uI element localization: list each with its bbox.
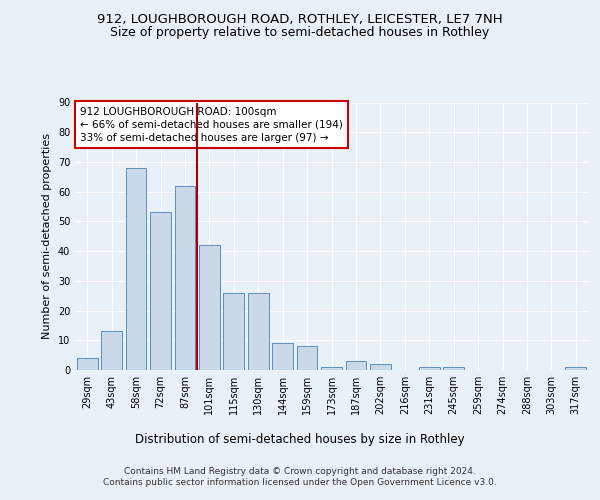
Y-axis label: Number of semi-detached properties: Number of semi-detached properties bbox=[42, 133, 52, 339]
Bar bbox=[419, 367, 440, 370]
Text: 912, LOUGHBOROUGH ROAD, ROTHLEY, LEICESTER, LE7 7NH: 912, LOUGHBOROUGH ROAD, ROTHLEY, LEICEST… bbox=[97, 12, 503, 26]
Text: 912 LOUGHBOROUGH ROAD: 100sqm
← 66% of semi-detached houses are smaller (194)
33: 912 LOUGHBOROUGH ROAD: 100sqm ← 66% of s… bbox=[80, 106, 343, 143]
Bar bbox=[150, 212, 171, 370]
Bar bbox=[565, 367, 586, 370]
Bar bbox=[199, 245, 220, 370]
Bar bbox=[125, 168, 146, 370]
Bar bbox=[296, 346, 317, 370]
Bar bbox=[248, 292, 269, 370]
Bar bbox=[321, 367, 342, 370]
Bar bbox=[77, 358, 98, 370]
Bar bbox=[272, 343, 293, 370]
Bar bbox=[443, 367, 464, 370]
Bar bbox=[223, 292, 244, 370]
Text: Distribution of semi-detached houses by size in Rothley: Distribution of semi-detached houses by … bbox=[135, 432, 465, 446]
Bar bbox=[175, 186, 196, 370]
Text: Size of property relative to semi-detached houses in Rothley: Size of property relative to semi-detach… bbox=[110, 26, 490, 39]
Bar bbox=[101, 332, 122, 370]
Text: Contains HM Land Registry data © Crown copyright and database right 2024.
Contai: Contains HM Land Registry data © Crown c… bbox=[103, 468, 497, 487]
Bar bbox=[346, 361, 367, 370]
Bar bbox=[370, 364, 391, 370]
